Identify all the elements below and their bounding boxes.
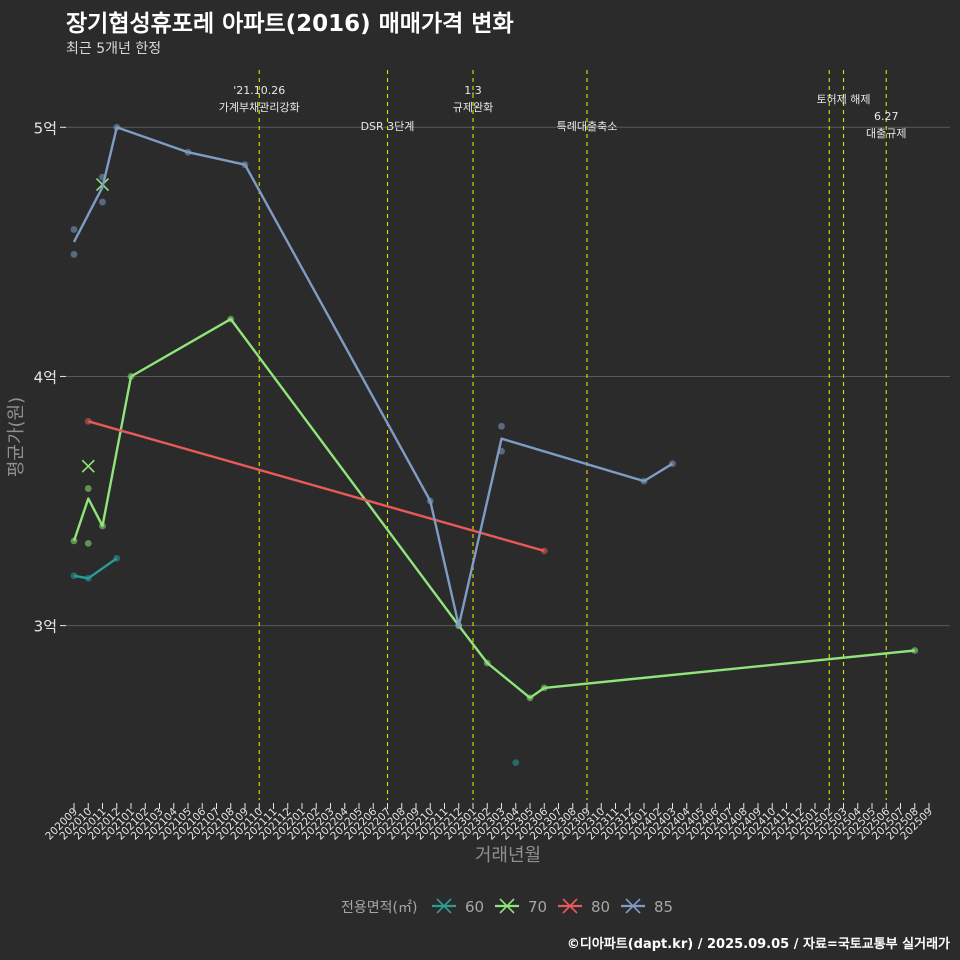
source-footer: ©디아파트(dapt.kr) / 2025.09.05 / 자료=국토교통부 실…	[566, 937, 950, 952]
legend-swatch-cross	[625, 898, 641, 914]
y-tick-label: 3억	[34, 618, 57, 636]
series-60	[70, 554, 520, 767]
data-point	[70, 250, 78, 258]
legend-title: 전용면적(㎡)	[341, 900, 417, 916]
x-axis: 2020092020102020112020122021012021022021…	[43, 803, 935, 842]
x-axis-title: 거래년월	[475, 845, 541, 866]
series-line	[72, 317, 915, 699]
legend-item-70: 70	[495, 898, 547, 916]
event-label: 1.3	[464, 84, 482, 97]
legend: 전용면적(㎡) 60 70 80 85	[341, 898, 673, 916]
chart-subtitle: 최근 5개년 한정	[66, 41, 162, 57]
event-label: DSR 3단계	[361, 120, 415, 133]
y-tick-label: 5억	[34, 119, 57, 137]
series-line	[72, 126, 674, 627]
y-axis: 3억 4억 5억	[34, 119, 66, 636]
legend-item-85: 85	[621, 898, 673, 916]
data-point	[84, 485, 92, 492]
legend-label: 85	[654, 898, 673, 916]
data-point	[70, 572, 78, 580]
series-line	[87, 420, 545, 553]
event-label: 대출규제	[866, 127, 906, 140]
gridlines	[64, 126, 950, 627]
legend-label: 70	[528, 898, 547, 916]
event-label: 토허제 해제	[816, 92, 870, 106]
data-point	[498, 422, 505, 430]
legend-item-60: 60	[432, 898, 484, 916]
event-label: 가계부채관리강화	[219, 101, 300, 114]
event-label: 6.27	[874, 110, 899, 123]
series-80	[84, 417, 548, 555]
data-point	[84, 539, 92, 547]
legend-swatch-cross	[436, 898, 452, 914]
y-tick-label: 4억	[34, 368, 57, 386]
series-group	[70, 123, 919, 767]
chart-title: 장기협성휴포레 아파트(2016) 매매가격 변화	[66, 11, 514, 37]
data-point	[99, 198, 106, 206]
y-axis-title: 평균가(원)	[6, 397, 27, 477]
data-point	[512, 759, 520, 767]
series-line	[73, 557, 118, 580]
event-label: 특례대출축소	[557, 120, 618, 133]
series-70	[70, 178, 919, 702]
event-label: '21.10.26	[233, 84, 285, 97]
data-point	[70, 226, 78, 233]
cross-point	[81, 459, 95, 473]
series-85	[70, 123, 676, 629]
legend-swatch-cross	[562, 898, 578, 914]
legend-item-80: 80	[558, 898, 610, 916]
legend-label: 60	[465, 898, 484, 916]
legend-label: 80	[591, 898, 610, 916]
event-label: 규제완화	[453, 101, 493, 114]
legend-swatch-cross	[499, 898, 515, 914]
